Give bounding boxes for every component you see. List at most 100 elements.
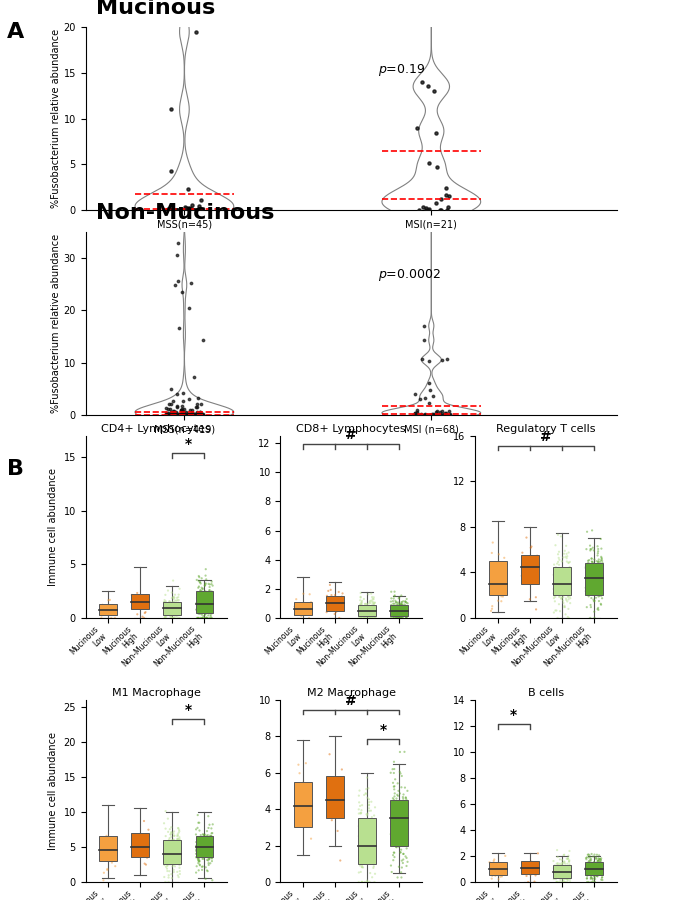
Point <box>190 408 201 422</box>
Point <box>189 407 200 421</box>
Point <box>393 776 403 790</box>
Point <box>363 604 374 618</box>
Point <box>402 820 413 834</box>
Point <box>400 598 411 613</box>
Point <box>590 559 601 573</box>
Point <box>584 848 595 862</box>
Point <box>401 600 412 615</box>
Point <box>588 850 599 864</box>
Point <box>186 408 197 422</box>
Point <box>360 608 371 623</box>
Point <box>558 866 569 880</box>
Point <box>186 408 197 422</box>
Point <box>552 611 563 625</box>
Point <box>589 858 600 872</box>
Point <box>192 838 203 852</box>
Point <box>325 791 336 806</box>
Point <box>179 408 190 422</box>
Point <box>338 601 349 616</box>
Point <box>165 408 176 422</box>
Point <box>551 603 562 617</box>
Point <box>560 563 571 578</box>
Point <box>162 408 173 422</box>
Point <box>583 557 594 572</box>
Point <box>564 854 575 868</box>
Point <box>190 823 201 837</box>
Point <box>552 569 563 583</box>
Point <box>203 850 214 865</box>
Point <box>191 834 202 849</box>
Point <box>397 814 408 828</box>
Point <box>164 202 175 217</box>
Point <box>586 870 597 885</box>
Text: A: A <box>7 22 24 42</box>
Point <box>550 872 561 886</box>
Point <box>197 408 208 422</box>
Point <box>440 406 451 420</box>
Point <box>560 550 571 564</box>
Point <box>165 408 176 422</box>
Point <box>370 606 381 620</box>
Point <box>400 811 411 825</box>
Point <box>355 593 366 608</box>
Point <box>443 189 454 203</box>
Point <box>168 846 179 860</box>
Point <box>166 407 177 421</box>
Point <box>594 859 605 873</box>
Point <box>192 408 203 422</box>
Point <box>588 862 599 877</box>
Point <box>400 790 411 805</box>
Point <box>581 867 592 881</box>
Point <box>388 599 399 614</box>
Point <box>137 598 148 612</box>
Point <box>397 856 408 870</box>
Point <box>202 611 213 625</box>
Point <box>179 408 190 422</box>
Point <box>369 596 380 610</box>
Point <box>401 792 412 806</box>
Point <box>166 397 177 411</box>
Point <box>585 850 596 865</box>
Point <box>162 408 173 422</box>
Point <box>589 577 600 591</box>
Point <box>292 800 303 814</box>
Title: M1 Macrophage: M1 Macrophage <box>112 688 201 698</box>
Point <box>562 859 573 873</box>
Point <box>582 578 593 592</box>
Point <box>300 608 311 622</box>
Point <box>550 587 561 601</box>
Point <box>400 595 411 609</box>
Point <box>531 858 542 872</box>
Point <box>364 595 375 609</box>
Point <box>393 860 404 874</box>
Point <box>170 598 181 613</box>
Point <box>392 835 403 850</box>
Point <box>561 546 572 561</box>
Point <box>160 599 171 614</box>
Point <box>168 852 179 867</box>
Point <box>173 408 184 422</box>
Point <box>368 842 379 856</box>
Point <box>182 408 192 422</box>
Point <box>369 814 380 829</box>
Point <box>160 875 171 889</box>
Point <box>361 840 372 854</box>
Point <box>593 556 603 571</box>
Point <box>369 839 379 853</box>
Point <box>184 408 195 422</box>
Point <box>435 192 446 206</box>
Point <box>184 408 195 422</box>
Point <box>160 804 171 818</box>
Point <box>200 592 211 607</box>
Point <box>204 842 215 857</box>
Point <box>390 797 401 812</box>
Point <box>171 603 182 617</box>
Point <box>206 836 216 850</box>
Point <box>553 575 564 590</box>
Point <box>160 609 171 624</box>
Bar <box>164 602 181 615</box>
Point <box>132 586 142 600</box>
Point <box>582 600 593 615</box>
Point <box>163 607 174 621</box>
Point <box>588 592 599 607</box>
